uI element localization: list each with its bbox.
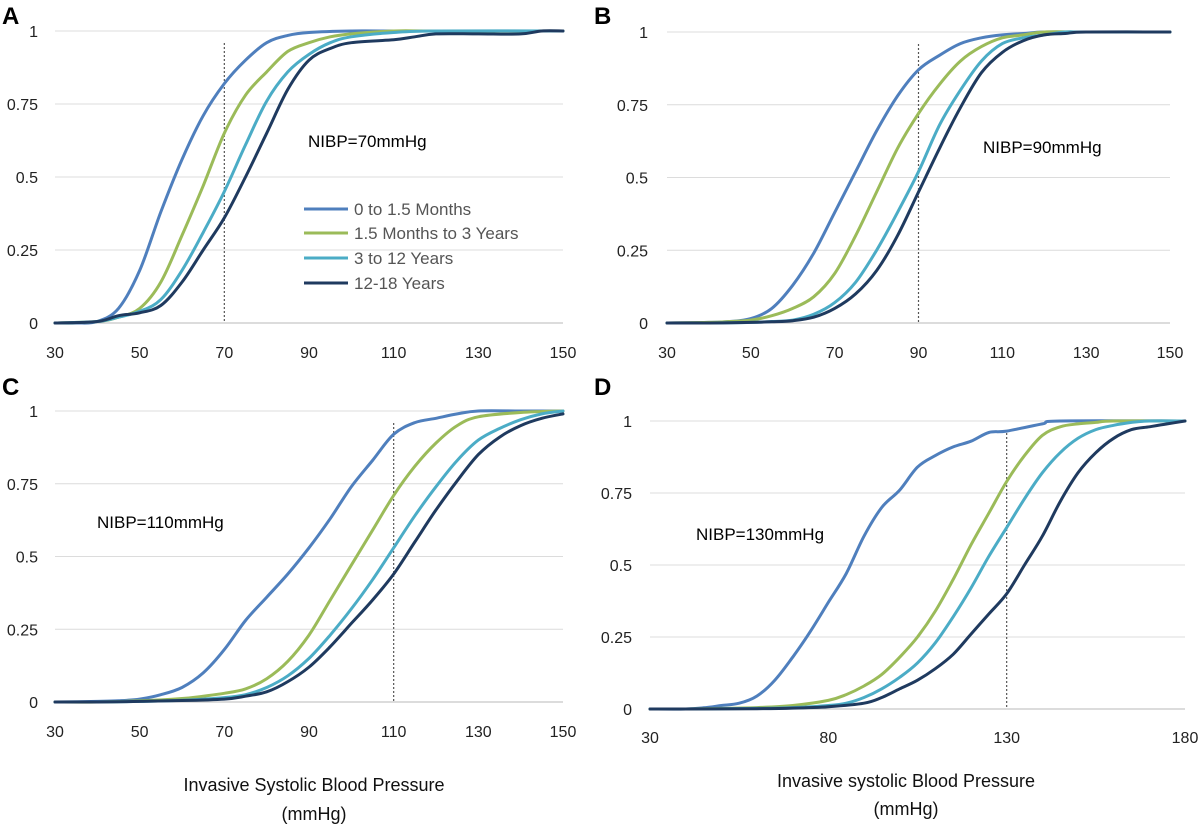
y-tick-label: 0.25 [601, 630, 632, 647]
x-tick-label: 110 [990, 345, 1016, 362]
x-tick-label: 50 [742, 345, 760, 362]
series-line-2 [53, 409, 565, 704]
x-tick-label: 110 [381, 345, 407, 362]
x-tick-label: 150 [550, 724, 577, 741]
nibp-annotation: NIBP=110mmHg [97, 513, 224, 532]
x-tick-label: 130 [1073, 345, 1100, 362]
y-tick-label: 1 [29, 24, 38, 41]
y-tick-label: 0.5 [626, 171, 648, 188]
legend-label-3: 12-18 Years [354, 274, 445, 293]
y-tick-label: 0.25 [7, 622, 38, 639]
panel-letter: D [594, 374, 611, 401]
x-tick-label: 70 [215, 345, 233, 362]
y-tick-label: 1 [639, 25, 648, 42]
panel-letter: B [594, 3, 611, 30]
x-tick-label: 130 [465, 724, 492, 741]
x-axis-title-right-line1: Invasive systolic Blood Pressure [777, 771, 1035, 791]
series-line-4 [665, 30, 1172, 325]
y-tick-label: 0.75 [601, 486, 632, 503]
panel-letter: A [2, 3, 19, 30]
x-tick-label: 50 [131, 345, 149, 362]
nibp-annotation: NIBP=70mmHg [308, 132, 427, 151]
series-line-2 [648, 419, 1187, 711]
x-tick-label: 30 [46, 724, 64, 741]
y-tick-label: 0.75 [617, 98, 648, 115]
x-axis-title-right-line2: (mmHg) [874, 799, 939, 819]
y-tick-label: 0 [639, 316, 648, 333]
y-tick-label: 0.5 [16, 550, 38, 567]
x-tick-label: 130 [465, 345, 492, 362]
x-tick-label: 70 [826, 345, 844, 362]
series-line-4 [53, 412, 565, 704]
x-axis-title-left-line2: (mmHg) [282, 804, 347, 824]
y-tick-label: 1 [623, 414, 632, 431]
series-line-4 [648, 419, 1187, 711]
y-tick-label: 0 [29, 316, 38, 333]
panel-letter: C [2, 374, 19, 401]
y-tick-label: 0 [623, 702, 632, 719]
x-tick-label: 80 [819, 730, 837, 747]
x-tick-label: 150 [550, 345, 577, 362]
series-line-1 [648, 419, 1187, 711]
x-tick-label: 90 [300, 724, 318, 741]
x-tick-label: 180 [1172, 730, 1199, 747]
legend: 0 to 1.5 Months 1.5 Months to 3 Years 3 … [304, 200, 518, 293]
x-tick-label: 70 [215, 724, 233, 741]
y-tick-label: 0.5 [16, 170, 38, 187]
legend-label-1: 1.5 Months to 3 Years [354, 224, 518, 243]
series-line-2 [665, 30, 1172, 325]
legend-label-2: 3 to 12 Years [354, 249, 453, 268]
legend-label-0: 0 to 1.5 Months [354, 200, 471, 219]
x-tick-label: 90 [910, 345, 928, 362]
y-tick-label: 0.25 [7, 243, 38, 260]
y-tick-label: 0.5 [610, 558, 632, 575]
nibp-annotation: NIBP=90mmHg [983, 138, 1102, 157]
y-tick-label: 1 [29, 404, 38, 421]
y-tick-label: 0 [29, 695, 38, 712]
nibp-annotation: NIBP=130mmHg [696, 525, 824, 544]
series-line-1 [53, 409, 565, 704]
y-tick-label: 0.75 [7, 97, 38, 114]
x-tick-label: 150 [1157, 345, 1184, 362]
x-tick-label: 90 [300, 345, 318, 362]
x-tick-label: 30 [658, 345, 676, 362]
x-axis-title-left-line1: Invasive Systolic Blood Pressure [183, 775, 444, 795]
x-tick-label: 110 [381, 724, 407, 741]
y-tick-label: 0.75 [7, 477, 38, 494]
x-tick-label: 30 [641, 730, 659, 747]
series-line-4 [53, 29, 565, 325]
x-tick-label: 130 [993, 730, 1020, 747]
x-tick-label: 30 [46, 345, 64, 362]
y-tick-label: 0.25 [617, 243, 648, 260]
series-line-1 [53, 29, 565, 325]
x-tick-label: 50 [131, 724, 149, 741]
